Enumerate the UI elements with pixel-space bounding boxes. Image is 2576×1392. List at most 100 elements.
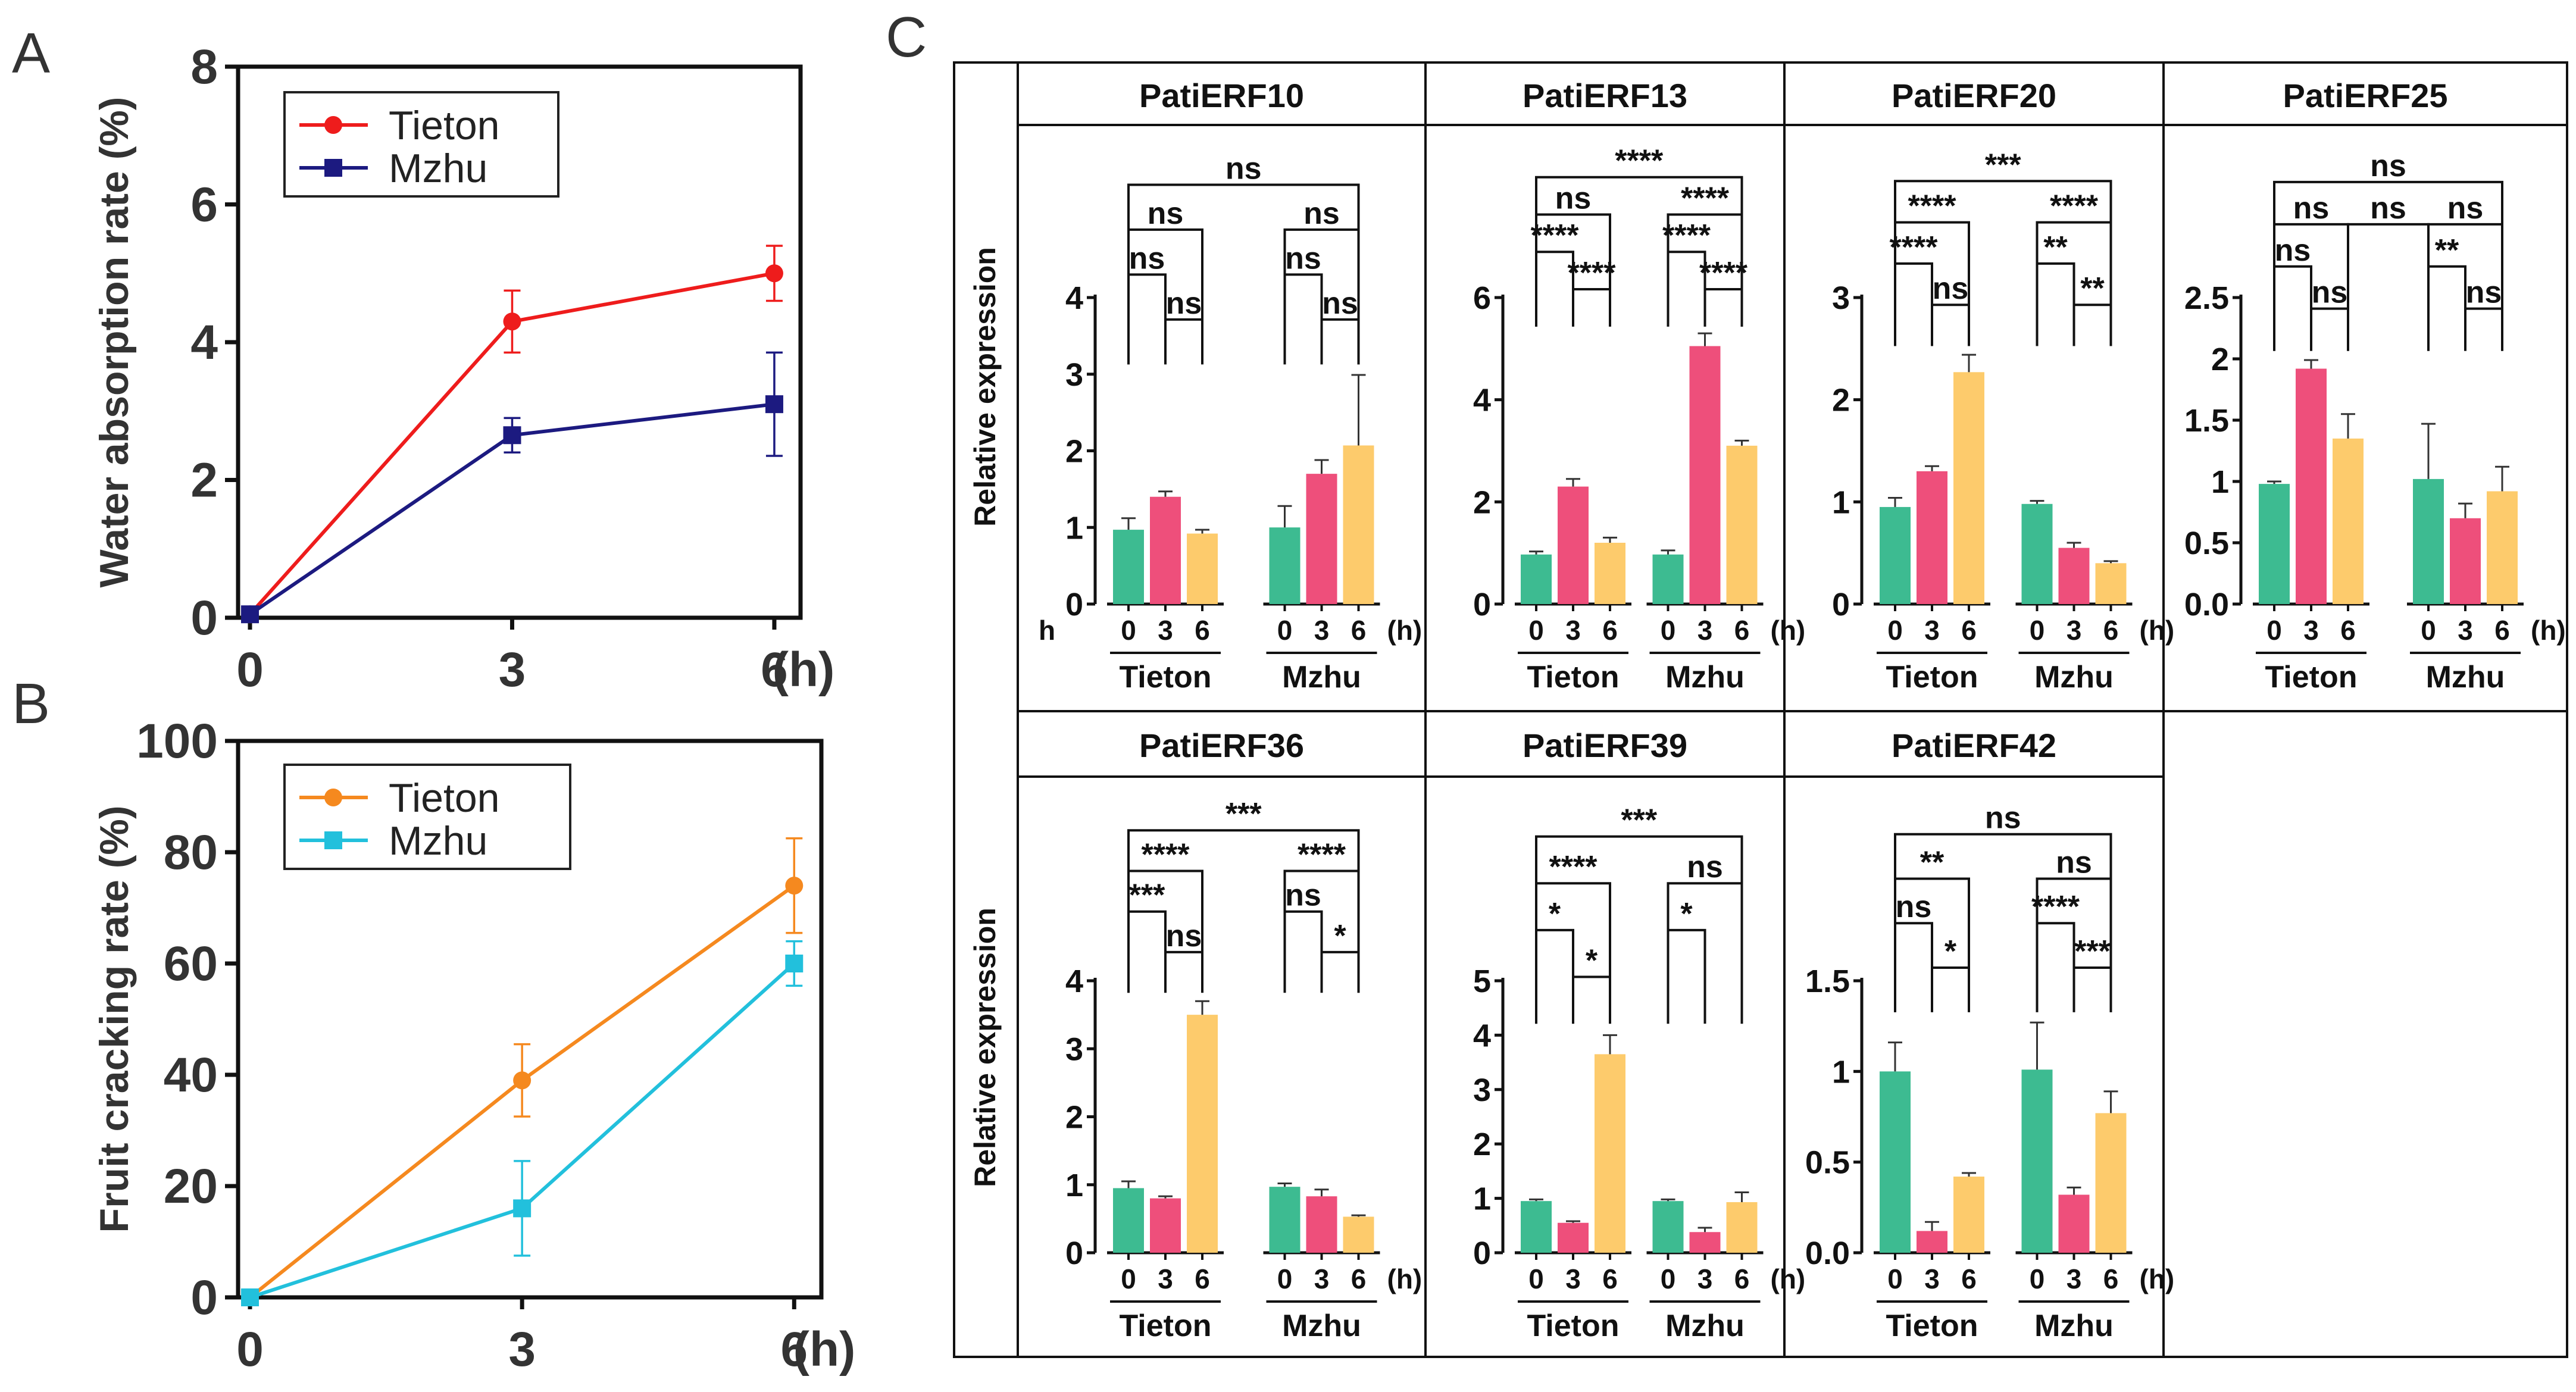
x-tick-label: 0 [236, 1322, 264, 1377]
x-tick-label: 6 [1961, 1263, 1977, 1294]
y-tick-label: 0.5 [1805, 1145, 1850, 1181]
gene-title: PatiERF39 [1523, 727, 1687, 764]
significance-label: **** [1681, 181, 1730, 215]
y-tick-label: 2 [190, 453, 218, 508]
data-point [241, 1288, 259, 1306]
x-unit-label: (h) [1387, 1263, 1423, 1294]
x-tick-label: 0 [1121, 615, 1136, 646]
x-unit-label: (h) [2140, 1263, 2175, 1294]
x-tick-label: 0 [2266, 615, 2282, 646]
x-tick-label: 0 [1528, 615, 1544, 646]
significance-bracket [2036, 262, 2075, 346]
x-unit-label: (h) [2140, 615, 2175, 646]
bar-mzhu-3h [2450, 518, 2481, 604]
legend-label: Mzhu [389, 146, 487, 191]
y-tick-label: 6 [1473, 280, 1491, 316]
x-tick-label: 0 [1661, 615, 1676, 646]
bar-tieton-6h [2333, 438, 2364, 604]
x-tick-label: 3 [1314, 1263, 1330, 1294]
significance-bracket [1894, 262, 1933, 346]
y-tick-label: 3 [1065, 357, 1083, 393]
significance-label: ** [2435, 233, 2459, 268]
significance-label: * [1680, 897, 1693, 931]
significance-label: *** [1226, 797, 1262, 831]
significance-label: ns [1933, 271, 1969, 306]
data-point [765, 395, 783, 414]
significance-label: ** [2043, 230, 2068, 265]
significance-label: ns [1285, 878, 1321, 913]
panel-label-b: B [12, 672, 50, 736]
significance-bracket [1164, 318, 1203, 365]
y-tick-label: 2 [1065, 434, 1083, 470]
significance-label: **** [1699, 256, 1748, 290]
x-tick-label: 0 [2421, 615, 2436, 646]
y-tick-label: 80 [164, 825, 218, 880]
significance-label: ns [1687, 850, 1723, 884]
x-tick-label: 3 [2458, 615, 2473, 646]
x-tick-label: 3 [1924, 1263, 1940, 1294]
x-tick-label: 6 [1351, 615, 1367, 646]
bar-tieton-0h [1521, 1201, 1552, 1253]
x-tick-label: 0 [1121, 1263, 1136, 1294]
x-tick-label: 6 [780, 1322, 808, 1377]
data-point [513, 1199, 532, 1218]
x-tick-label: 6 [1351, 1263, 1367, 1294]
x-tick-label: 0 [1887, 615, 1903, 646]
bar-mzhu-6h [1726, 1202, 1758, 1253]
x-tick-label: 3 [1565, 615, 1581, 646]
group-label: Tieton [1886, 1309, 1978, 1343]
data-point [503, 426, 521, 445]
y-tick-label: 6 [190, 178, 218, 232]
y-tick-label: 4 [1473, 383, 1491, 418]
significance-label: *** [1985, 148, 2021, 182]
bar-tieton-6h [1953, 372, 1984, 604]
significance-label: ns [1166, 919, 1202, 953]
x-tick-label: 6 [2103, 1263, 2119, 1294]
significance-label: **** [1568, 256, 1617, 290]
bar-mzhu-3h [1306, 1196, 1337, 1253]
bar-tieton-3h [1917, 1231, 1947, 1253]
data-point [241, 605, 259, 624]
bar-mzhu-0h [1652, 554, 1684, 604]
x-tick-label: 6 [1195, 615, 1210, 646]
significance-bracket [2310, 307, 2349, 351]
data-point [765, 264, 783, 283]
legend-marker [324, 789, 342, 806]
bar-mzhu-0h [1269, 1187, 1300, 1253]
y-tick-label: 0 [1473, 587, 1491, 623]
significance-label: ns [2447, 191, 2484, 226]
bar-mzhu-6h [1343, 1216, 1374, 1253]
panel-b-chart: 0 20 40 60 80 100 0 3 6(h) Fruit cracking rate (%… [92, 714, 855, 1377]
gene-title: PatiERF36 [1139, 727, 1304, 764]
legend-marker [324, 159, 342, 177]
bar-mzhu-6h [2487, 491, 2518, 604]
bar-tieton-0h [1113, 530, 1144, 604]
significance-bracket [2273, 265, 2312, 351]
x-tick-label: 6 [761, 643, 788, 697]
group-label: Mzhu [1665, 660, 1745, 695]
significance-label: ns [1285, 241, 1321, 276]
bar-mzhu-3h [1689, 346, 1721, 604]
y-tick-label: 4 [1065, 280, 1083, 316]
bar-mzhu-3h [1306, 474, 1337, 604]
significance-label: ns [2293, 191, 2330, 226]
y-tick-label: 2.5 [2184, 280, 2229, 316]
group-label: Tieton [2265, 660, 2357, 695]
y-axis-label: Fruit cracking rate (%) [92, 806, 137, 1233]
y-tick-label: 0.0 [2184, 587, 2229, 623]
x-tick-label: 6 [2103, 615, 2119, 646]
significance-label: ns [2466, 276, 2502, 310]
significance-label: ns [1985, 801, 2021, 836]
significance-label: **** [2031, 890, 2080, 924]
group-label: Mzhu [1282, 660, 1361, 695]
x-tick-label: 3 [2067, 615, 2082, 646]
significance-label: ns [1555, 181, 1592, 215]
y-tick-label: 3 [1473, 1072, 1491, 1108]
significance-bracket [1667, 928, 1706, 1024]
bar-mzhu-0h [2413, 478, 2444, 604]
plot-frame [236, 739, 824, 1300]
data-point [513, 1071, 532, 1090]
significance-label: ns [1322, 286, 1358, 321]
y-tick-label: 3 [1832, 280, 1850, 316]
